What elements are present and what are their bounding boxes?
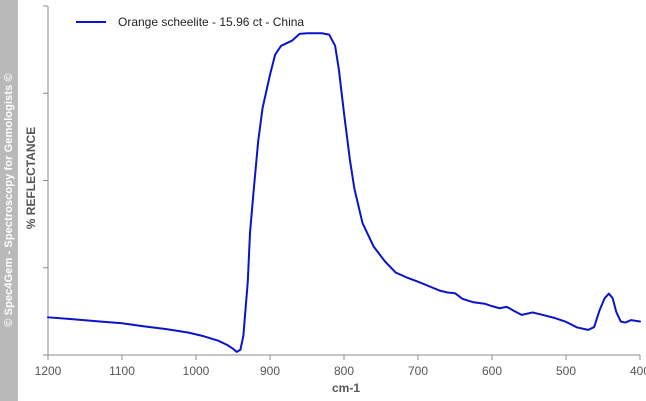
x-tick-label: 400: [630, 364, 646, 378]
x-tick-label: 1000: [183, 364, 210, 378]
x-tick-label: 800: [334, 364, 354, 378]
axes-layer: [47, 6, 640, 356]
watermark-band: © Spec4Gem - Spectroscopy for Gemologist…: [0, 0, 18, 401]
series-layer: [47, 32, 641, 353]
x-tick-label: 1200: [35, 364, 62, 378]
x-tick-label: 900: [260, 364, 280, 378]
x-tick-label: 600: [482, 364, 502, 378]
legend: Orange scheelite - 15.96 ct - China: [76, 15, 304, 29]
series-line: [47, 32, 641, 353]
x-tick-label: 1100: [109, 364, 135, 378]
x-tick-label: 500: [556, 364, 576, 378]
y-axis-title: % REFLECTANCE: [24, 127, 38, 229]
legend-label: Orange scheelite - 15.96 ct - China: [118, 15, 304, 29]
x-tick-label: 700: [408, 364, 428, 378]
ticks-layer: 1200 1100 1000 900 800 700 600 500 400: [35, 5, 646, 378]
x-axis-title: cm-1: [332, 381, 360, 395]
